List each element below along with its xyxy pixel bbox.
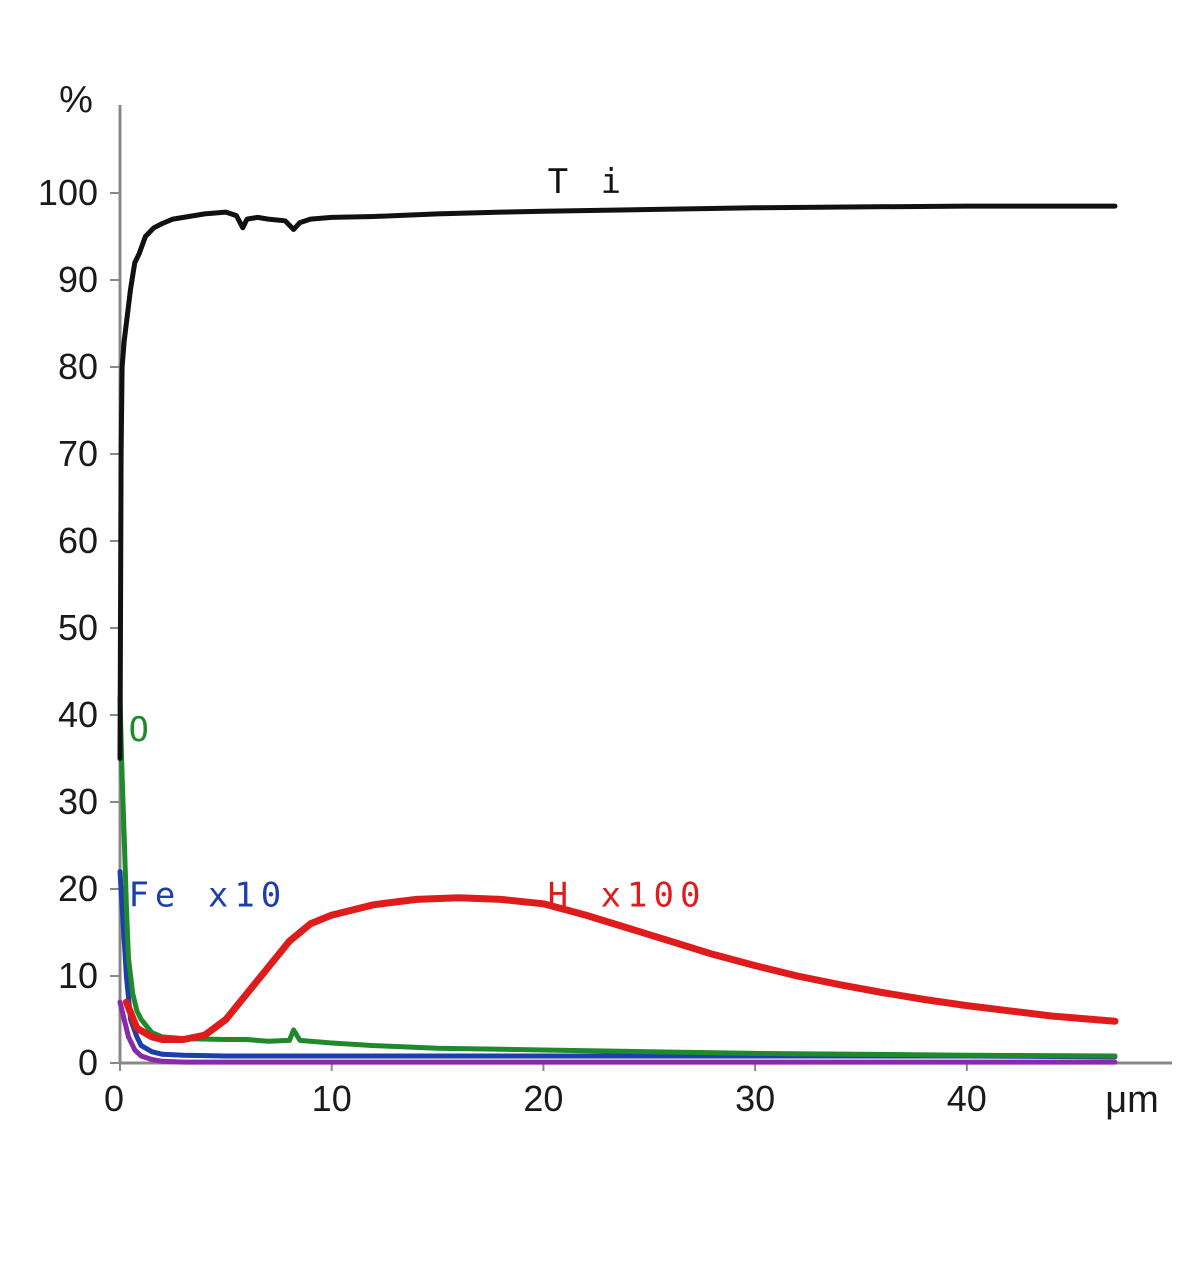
y-tick-label: 90	[58, 259, 98, 300]
x-tick-label: 30	[735, 1078, 775, 1119]
y-tick-label: 100	[38, 172, 98, 213]
series-line-unlabeled	[117, 999, 1118, 1065]
series-label-h: H x100	[548, 875, 707, 915]
series-label-fe: Fe x10	[128, 875, 287, 915]
y-tick-label: 30	[58, 781, 98, 822]
y-axis-unit: %	[59, 79, 93, 121]
series-line-h	[122, 894, 1119, 1043]
x-tick-label: 0	[104, 1078, 124, 1119]
series-label-o: O	[128, 710, 154, 750]
y-tick-label: 80	[58, 346, 98, 387]
x-tick-label: 10	[312, 1078, 352, 1119]
series-line-o	[117, 695, 1118, 1059]
x-axis-ticks: 0 10 20 30 40	[104, 1063, 987, 1119]
y-tick-label: 10	[58, 955, 98, 996]
x-axis-unit: μm	[1105, 1079, 1159, 1121]
y-tick-label: 50	[58, 607, 98, 648]
y-tick-label: 20	[58, 868, 98, 909]
y-tick-label: 40	[58, 694, 98, 735]
x-tick-label: 20	[523, 1078, 563, 1119]
y-tick-label: 0	[78, 1042, 98, 1083]
x-tick-label: 40	[947, 1078, 987, 1119]
series-layer	[117, 203, 1119, 1065]
series-line-fe	[117, 869, 1118, 1060]
y-tick-label: 60	[58, 520, 98, 561]
series-label-ti: T i	[548, 162, 627, 202]
y-tick-label: 70	[58, 433, 98, 474]
series-line-ti	[117, 203, 1118, 761]
series-labels: T i O Fe x10 H x100	[128, 162, 707, 915]
axes	[118, 105, 1172, 1065]
y-axis-ticks: 0 10 20 30 40 50 60 70 80 90 100	[38, 172, 120, 1083]
